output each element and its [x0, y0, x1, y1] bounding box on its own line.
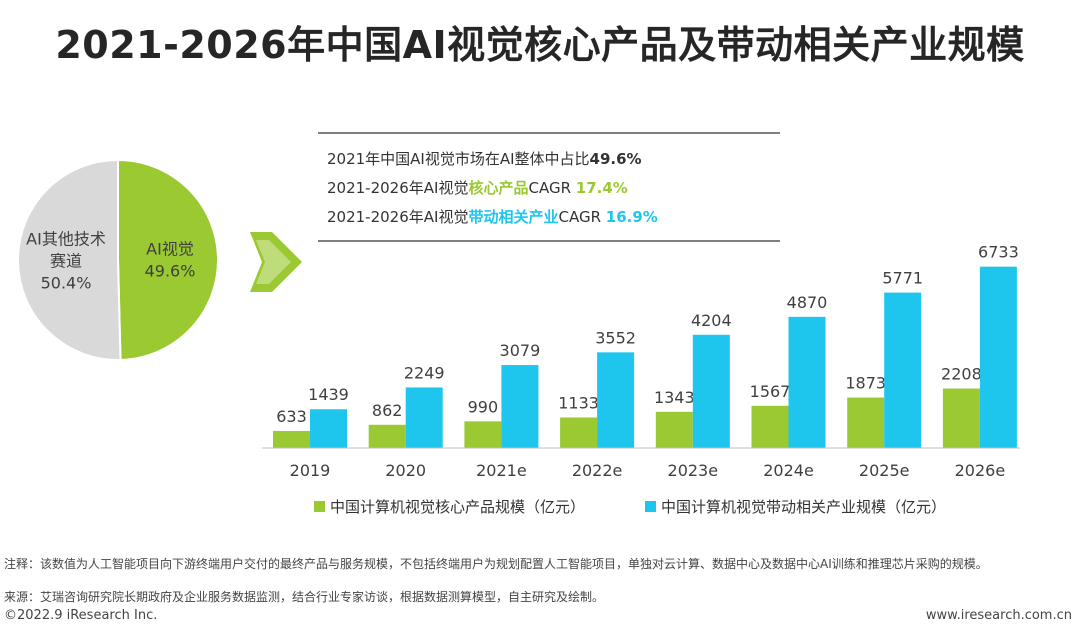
legend: 中国计算机视觉核心产品规模（亿元） 中国计算机视觉带动相关产业规模（亿元）	[314, 498, 946, 516]
stat-line-1: 2021-2026年AI视觉核心产品CAGR 17.4%	[327, 179, 628, 197]
x-tick-label: 2025e	[859, 461, 910, 480]
page-title: 2021-2026年中国AI视觉核心产品及带动相关产业规模	[55, 23, 1025, 67]
bar-core-2023e	[655, 411, 693, 448]
bar-related-2020	[405, 387, 443, 448]
bar-value-label: 2249	[404, 363, 445, 382]
bar-value-label: 3079	[500, 341, 541, 360]
bar-value-label: 633	[276, 407, 307, 426]
pie-slice-1	[17, 158, 122, 361]
bar-related-2025e	[884, 292, 922, 448]
bar-value-label: 5771	[882, 269, 923, 288]
bar-core-2026e	[942, 388, 980, 448]
pie-label: AI视觉	[146, 239, 194, 258]
bar-value-label: 1567	[750, 382, 791, 401]
pie-label: 49.6%	[145, 261, 196, 280]
bar-value-label: 1343	[654, 388, 695, 407]
stat-line-2: 2021-2026年AI视觉带动相关产业CAGR 16.9%	[327, 208, 658, 226]
bar-value-label: 1133	[558, 393, 599, 412]
legend-swatch	[314, 501, 325, 512]
pie-label: 50.4%	[41, 274, 92, 293]
x-axis-labels: 2019 2020 2021e 2022e 2023e 2024e 2025e 2026e	[290, 461, 1006, 480]
bar-core-2025e	[847, 397, 885, 448]
copyright: ©2022.9 iResearch Inc.	[4, 608, 158, 623]
bar-core-2022e	[560, 417, 598, 448]
stats-box: 2021年中国AI视觉市场在AI整体中占比49.6% 2021-2026年AI视觉…	[327, 150, 658, 226]
x-tick-label: 2026e	[955, 461, 1006, 480]
bar-core-2019	[273, 430, 310, 448]
bar-value-label: 2208	[941, 365, 982, 384]
bar-related-2023e	[692, 334, 730, 448]
x-tick-label: 2021e	[476, 461, 527, 480]
bar-core-2024e	[751, 405, 789, 448]
bar-core-2020	[368, 424, 406, 448]
bar-related-2024e	[788, 316, 826, 448]
arrow-icon	[250, 232, 302, 292]
bar-value-label: 1439	[308, 385, 349, 404]
stat-line-0: 2021年中国AI视觉市场在AI整体中占比49.6%	[327, 150, 642, 168]
note-text: 注释：该数值为人工智能项目向下游终端用户交付的最终产品与服务规模，不包括终端用户…	[4, 557, 988, 571]
pie-label: AI其他技术	[26, 230, 106, 249]
bar-related-2019	[310, 409, 347, 448]
bar-value-label: 4204	[691, 311, 732, 330]
bar-related-2022e	[597, 352, 635, 448]
x-tick-label: 2023e	[668, 461, 719, 480]
bar-value-label: 4870	[787, 293, 828, 312]
legend-label: 中国计算机视觉核心产品规模（亿元）	[330, 498, 585, 516]
pie-slice-0	[117, 158, 219, 361]
x-tick-label: 2022e	[572, 461, 623, 480]
bar-value-label: 862	[372, 401, 403, 420]
bar-value-label: 1873	[845, 374, 886, 393]
bar-related-2021e	[501, 365, 539, 448]
source-text: 来源：艾瑞咨询研究院长期政府及企业服务数据监测，结合行业专家访谈，根据数据测算模…	[4, 590, 605, 604]
website: www.iresearch.com.cn	[925, 608, 1072, 623]
legend-label: 中国计算机视觉带动相关产业规模（亿元）	[661, 498, 946, 516]
x-tick-label: 2019	[290, 461, 331, 480]
legend-swatch	[645, 501, 656, 512]
bar-value-label: 990	[468, 397, 499, 416]
bar-core-2021e	[464, 421, 502, 448]
bar-value-label: 6733	[978, 243, 1019, 262]
bar-value-label: 3552	[595, 328, 636, 347]
pie-label: 赛道	[50, 252, 82, 271]
x-tick-label: 2024e	[763, 461, 814, 480]
bar-related-2026e	[979, 266, 1017, 448]
x-tick-label: 2020	[385, 461, 426, 480]
